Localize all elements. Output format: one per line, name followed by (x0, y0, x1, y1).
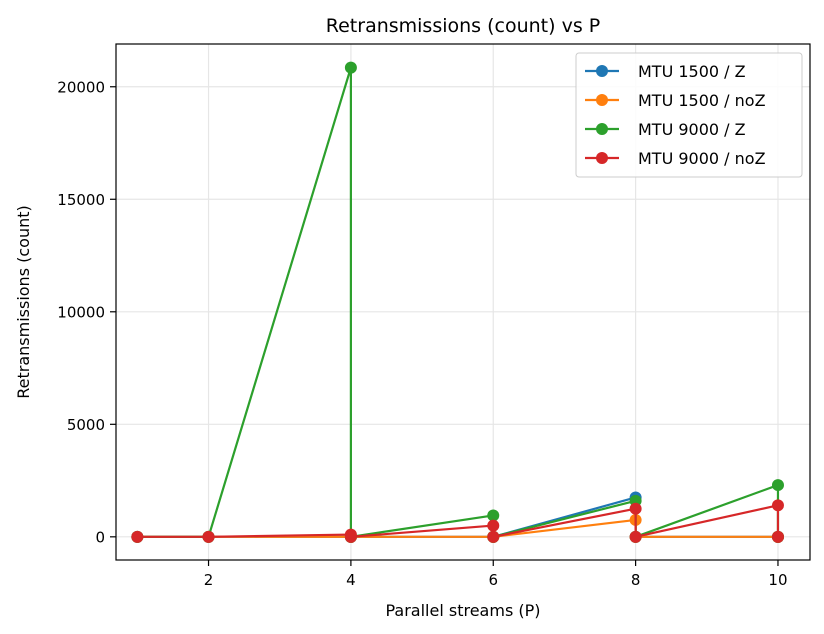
plot-frame (115, 43, 811, 561)
plot-series (131, 61, 784, 543)
legend-item: MTU 1500 / Z (585, 62, 746, 81)
chart-title: Retransmissions (count) vs P (326, 15, 600, 37)
data-point (202, 530, 215, 543)
data-point (344, 530, 357, 543)
y-tick-label: 5000 (67, 416, 105, 434)
x-tick-label: 10 (768, 571, 787, 589)
legend-label: MTU 9000 / Z (638, 120, 746, 139)
legend-marker (596, 123, 608, 135)
x-tick-label: 4 (346, 571, 356, 589)
y-tick-label: 15000 (57, 191, 105, 209)
legend-label: MTU 1500 / noZ (638, 91, 766, 110)
series-4 (131, 499, 784, 543)
data-point (131, 530, 144, 543)
y-tick-label: 0 (95, 528, 105, 546)
legend: MTU 1500 / Z MTU 1500 / noZ MTU 9000 / Z MT… (575, 52, 803, 178)
legend-marker (596, 94, 608, 106)
data-point (771, 499, 784, 512)
x-axis-label: Parallel streams (P) (385, 601, 540, 620)
data-point (771, 530, 784, 543)
legend-item: MTU 9000 / noZ (585, 149, 766, 168)
legend-marker (596, 65, 608, 77)
legend-item: MTU 1500 / noZ (585, 91, 766, 110)
y-tick-label: 10000 (57, 303, 105, 321)
data-point (771, 479, 784, 492)
axis-ticks: 2 4 6 8 10 0 5000 10000 15000 20000 (57, 78, 787, 589)
data-point (629, 530, 642, 543)
x-tick-label: 6 (488, 571, 498, 589)
data-point (487, 519, 500, 532)
legend-box (575, 52, 803, 178)
y-tick-label: 20000 (57, 78, 105, 96)
y-axis-label: Retransmissions (count) (14, 205, 33, 399)
legend-label: MTU 1500 / Z (638, 62, 746, 81)
x-tick-label: 2 (204, 571, 214, 589)
data-point (344, 61, 357, 74)
x-tick-label: 8 (631, 571, 641, 589)
data-point (487, 530, 500, 543)
legend-marker (596, 152, 608, 164)
data-point (487, 509, 500, 522)
data-point (629, 502, 642, 515)
legend-label: MTU 9000 / noZ (638, 149, 766, 168)
legend-item: MTU 9000 / Z (585, 120, 746, 139)
